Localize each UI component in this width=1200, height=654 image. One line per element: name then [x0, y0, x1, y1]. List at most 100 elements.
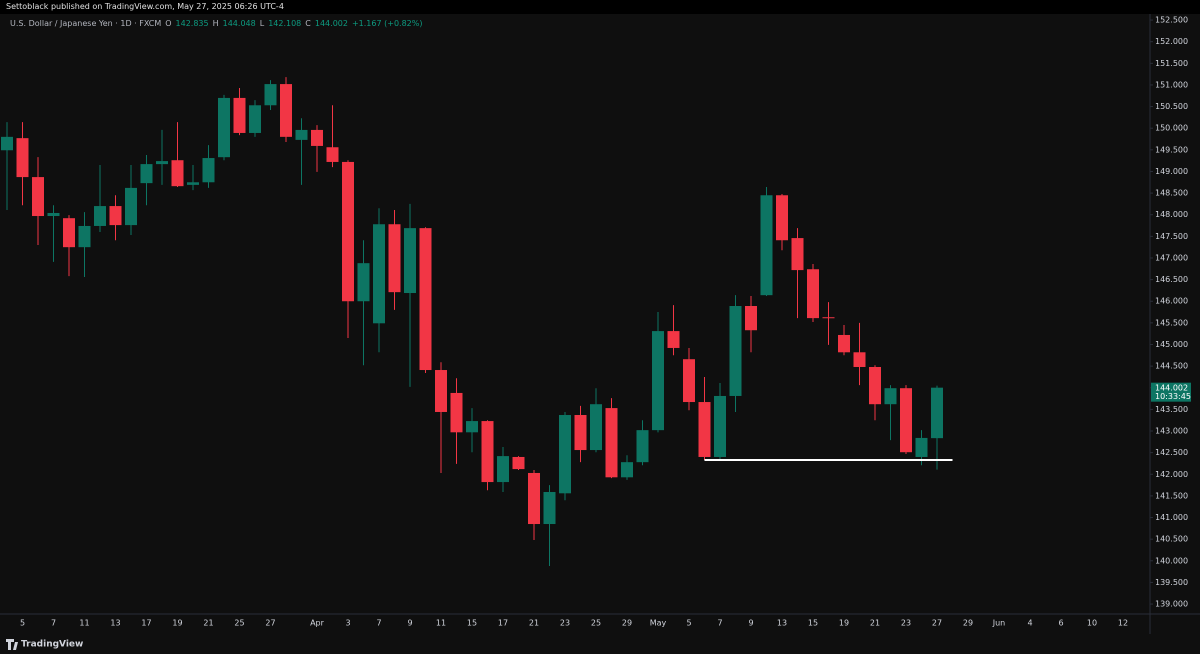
x-tick-label: 25 [591, 619, 601, 628]
candle-body [745, 305, 757, 331]
candle-body [512, 456, 525, 470]
candle-body [94, 206, 106, 226]
candle-body [636, 430, 649, 463]
x-tick-label: 10 [1087, 619, 1097, 628]
candle-body [78, 225, 91, 248]
candle-body [543, 492, 556, 525]
last-price-box [1151, 382, 1191, 402]
x-tick-label: 19 [839, 619, 849, 628]
y-tick-label: 151.500 [1155, 59, 1188, 68]
ohlc-value: 144.048 [222, 19, 256, 28]
candle-body [342, 161, 354, 302]
x-tick-label: 17 [141, 619, 151, 628]
y-tick-label: 140.500 [1155, 535, 1188, 544]
y-tick-label: 143.500 [1155, 405, 1188, 414]
x-tick-label: 7 [717, 619, 722, 628]
candle-body [791, 238, 804, 271]
candle-body [559, 415, 571, 494]
x-tick-label: 17 [498, 619, 508, 628]
y-tick-label: 152.000 [1155, 37, 1188, 46]
y-tick-label: 147.000 [1155, 253, 1188, 262]
candle-body [171, 160, 184, 187]
x-tick-label: 4 [1027, 619, 1032, 628]
candle-body [47, 212, 60, 217]
y-tick-label: 145.000 [1155, 340, 1188, 349]
candle-body [621, 462, 633, 478]
candle-body [435, 370, 447, 412]
x-tick-label: May [650, 619, 667, 628]
candle-body [807, 269, 819, 319]
candle-body [853, 352, 866, 367]
candle-body [295, 129, 308, 140]
countdown: 10:33:45 [1155, 392, 1191, 401]
candle-body [605, 408, 618, 478]
x-tick-label: 15 [808, 619, 818, 628]
candle-body [63, 218, 75, 248]
candle-body [450, 392, 463, 433]
x-tick-label: 7 [51, 619, 56, 628]
y-tick-label: 143.000 [1155, 427, 1188, 436]
ohlc-key: L [259, 19, 265, 28]
candle-body [218, 97, 230, 158]
y-tick-label: 145.500 [1155, 318, 1188, 327]
candle-body [915, 437, 928, 457]
candle-body [264, 84, 277, 106]
y-tick-label: 146.000 [1155, 297, 1188, 306]
candle-body [528, 472, 540, 525]
candle-body [373, 224, 385, 324]
ohlc-value: 142.108 [268, 19, 302, 28]
x-tick-label: 15 [467, 619, 477, 628]
x-tick-label: 19 [172, 619, 182, 628]
candle-body [776, 195, 788, 241]
candle-body [667, 331, 680, 348]
candle-body [869, 366, 881, 405]
x-tick-label: 21 [203, 619, 213, 628]
x-tick-label: 5 [686, 619, 691, 628]
y-tick-label: 147.500 [1155, 232, 1188, 241]
x-tick-label: 9 [748, 619, 753, 628]
symbol-title: U.S. Dollar / Japanese Yen · 1D · FXCM [10, 19, 162, 28]
candle-body [16, 138, 29, 178]
candle-body [125, 187, 137, 226]
x-tick-label: 11 [436, 619, 446, 628]
brand-logo [6, 639, 18, 650]
y-tick-label: 149.000 [1155, 167, 1188, 176]
candle-body [311, 129, 323, 146]
y-tick-label: 141.000 [1155, 513, 1188, 522]
x-tick-label: 3 [345, 619, 350, 628]
x-tick-label: 21 [529, 619, 539, 628]
y-tick-label: 148.500 [1155, 189, 1188, 198]
candle-body [140, 164, 153, 184]
y-tick-label: 139.500 [1155, 578, 1188, 587]
y-tick-label: 139.000 [1155, 600, 1188, 609]
candle-body [884, 388, 897, 405]
candle-body [574, 415, 587, 451]
y-tick-label: 152.500 [1155, 16, 1188, 25]
ohlc-key: C [305, 19, 311, 28]
x-tick-label: 27 [932, 619, 942, 628]
last-price: 144.002 [1155, 384, 1188, 393]
candle-body [233, 97, 246, 133]
candle-body [760, 195, 773, 296]
ohlc-value: 144.002 [314, 19, 348, 28]
candle-body [326, 147, 339, 162]
candle-body [280, 84, 292, 137]
candle-body [466, 421, 478, 433]
candle-body [931, 387, 943, 439]
candle-body [683, 359, 695, 403]
y-tick-label: 149.500 [1155, 145, 1188, 154]
x-tick-label: 29 [963, 619, 973, 628]
y-tick-label: 146.500 [1155, 275, 1188, 284]
x-tick-label: 29 [622, 619, 632, 628]
x-tick-label: 23 [560, 619, 570, 628]
x-tick-label: 11 [79, 619, 89, 628]
candle-body [900, 388, 912, 453]
x-tick-label: 6 [1058, 619, 1063, 628]
candle-body [822, 317, 835, 319]
x-tick-label: 13 [110, 619, 120, 628]
candle-body [419, 228, 432, 371]
candle-body [714, 395, 726, 457]
candle-body [590, 404, 602, 451]
